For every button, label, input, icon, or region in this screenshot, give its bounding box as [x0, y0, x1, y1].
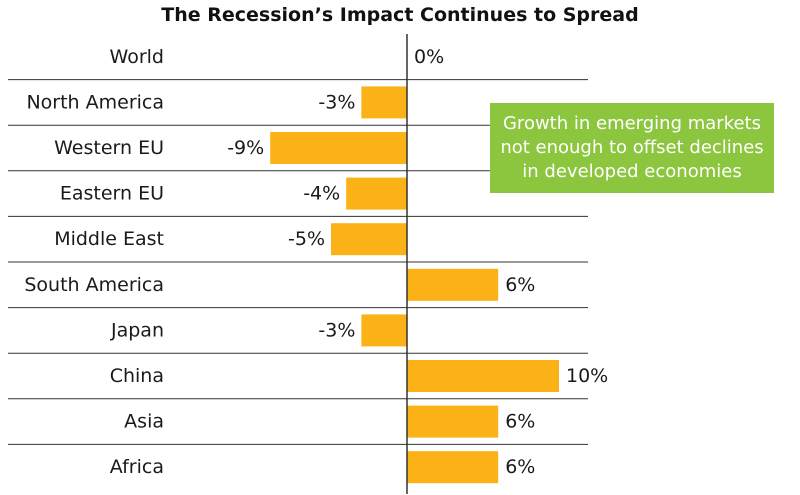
category-label: South America	[24, 274, 164, 296]
bars	[270, 86, 559, 484]
category-label: Western EU	[54, 137, 164, 159]
value-labels: 0% -3% -9% -4% -5% 6% -3% 10% 6% 6%	[227, 46, 608, 478]
category-label: China	[110, 365, 164, 387]
category-label: Eastern EU	[60, 183, 164, 205]
category-label: Asia	[124, 411, 164, 433]
value-label: 6%	[505, 274, 535, 296]
category-label: Africa	[110, 456, 164, 478]
bar	[361, 86, 407, 119]
category-label: World	[110, 46, 164, 68]
category-label: North America	[26, 91, 164, 113]
annotation-callout: Growth in emerging markets not enough to…	[490, 103, 774, 193]
value-label: -4%	[303, 183, 340, 205]
value-label: -5%	[288, 228, 325, 250]
value-label: 6%	[505, 456, 535, 478]
chart-title: The Recession’s Impact Continues to Spre…	[161, 4, 639, 26]
value-label: 10%	[566, 365, 608, 387]
value-label: 6%	[505, 411, 535, 433]
category-label: Middle East	[54, 228, 164, 250]
value-label: -3%	[318, 91, 355, 113]
bar	[407, 268, 499, 301]
category-label: Japan	[110, 319, 164, 341]
bar	[407, 360, 559, 392]
value-label: 0%	[414, 46, 444, 68]
category-labels: World North America Western EU Eastern EU Mi…	[24, 46, 164, 478]
bar	[270, 132, 407, 164]
bar	[346, 177, 407, 210]
value-label: -9%	[227, 137, 264, 159]
bar	[407, 451, 499, 484]
bar	[407, 405, 499, 438]
bar	[361, 314, 407, 347]
value-label: -3%	[318, 319, 355, 341]
bar	[331, 223, 407, 256]
